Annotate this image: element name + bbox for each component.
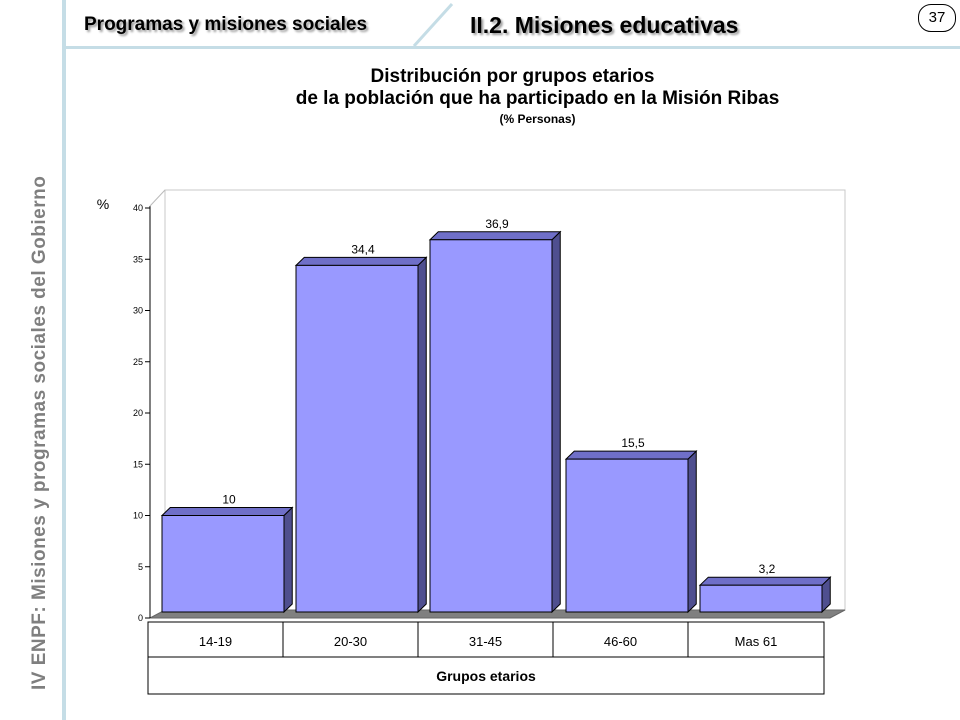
bar-side	[283, 506, 293, 614]
y-tick-label: 35	[133, 254, 143, 264]
sidebar-accent-line	[62, 0, 66, 720]
x-tick-label: 14-19	[199, 634, 232, 649]
bar	[295, 264, 419, 613]
data-label: 15,5	[621, 436, 645, 450]
y-tick-label: 15	[133, 459, 143, 469]
x-tick-label: 46-60	[604, 634, 637, 649]
bar-top	[564, 450, 698, 460]
chart-title: Distribución por grupos etarios	[370, 66, 655, 87]
bar-side	[687, 449, 697, 614]
section-title: Programas y misiones sociales	[84, 14, 368, 35]
data-label: 34,4	[351, 242, 375, 256]
bar	[699, 584, 823, 613]
x-tick-label: 31-45	[469, 634, 502, 649]
y-tick-label: 20	[133, 408, 143, 418]
x-tick-label: Mas 61	[735, 634, 778, 649]
y-tick-label: 30	[133, 306, 143, 316]
bar-side	[417, 256, 427, 614]
data-label: 36,9	[485, 217, 509, 231]
y-tick-label: 40	[133, 203, 143, 213]
bar-top	[698, 576, 832, 586]
bar-top	[160, 507, 294, 516]
y-axis-label: %	[97, 196, 109, 212]
chart-subtitle: de la población que ha participado en la…	[295, 88, 780, 109]
bar-top	[294, 256, 428, 266]
chart-title-block: Distribución por grupos etarios de la po…	[150, 66, 875, 128]
bar	[429, 239, 553, 613]
category-table-border	[147, 621, 825, 695]
y-tick-label: 25	[133, 357, 143, 367]
y-tick-label: 0	[138, 613, 143, 623]
y-tick-label: 5	[138, 562, 143, 572]
header-divider	[64, 46, 960, 49]
bar	[565, 458, 689, 613]
data-label: 3,2	[759, 562, 776, 576]
subsection-title: II.2. Misiones educativas	[470, 12, 739, 38]
chart-unit-note: (% Personas)	[499, 112, 576, 126]
bar-top	[428, 231, 562, 241]
x-axis-label: Grupos etarios	[436, 668, 536, 684]
page-number-badge: 37	[918, 4, 956, 32]
y-axis-depth-line	[149, 189, 166, 207]
bar-side	[551, 230, 561, 614]
bar	[161, 515, 285, 613]
x-tick-label: 20-30	[334, 634, 367, 649]
data-label: 10	[222, 493, 236, 507]
y-tick-label: 10	[133, 511, 143, 521]
header-slash-divider	[412, 2, 454, 48]
